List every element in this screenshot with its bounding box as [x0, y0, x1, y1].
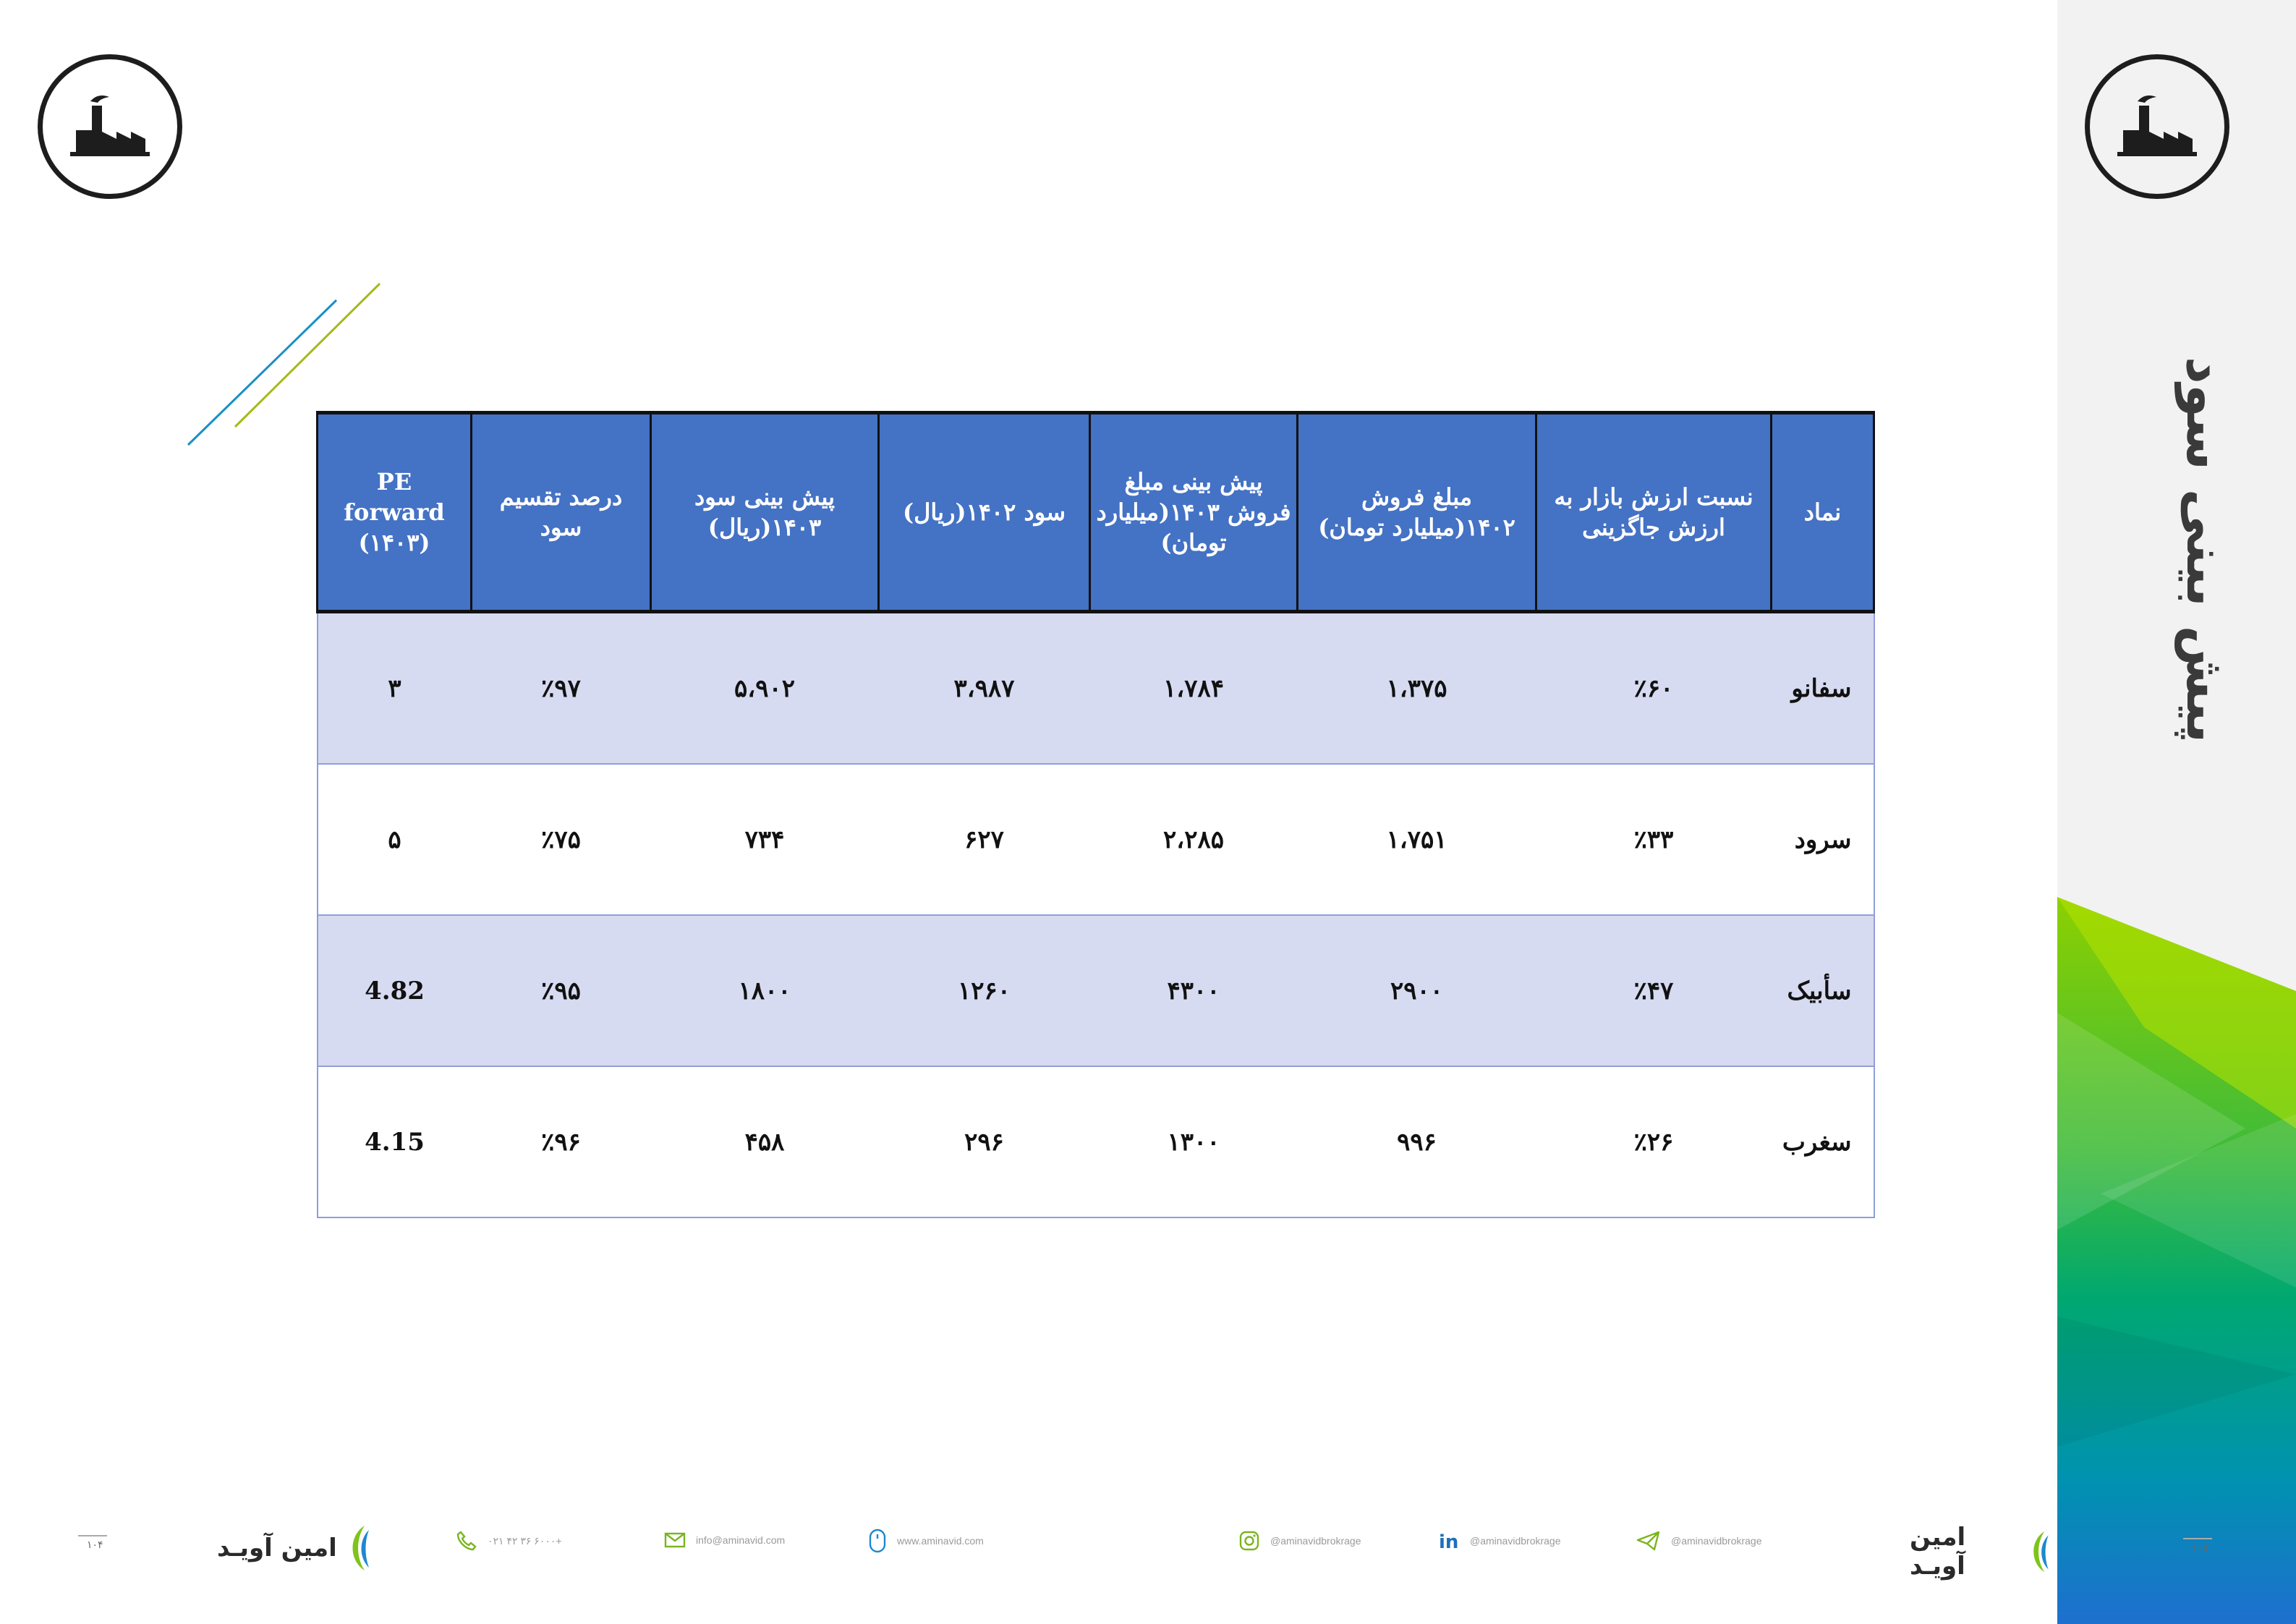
telegram-text: @aminavidbrokrage	[1671, 1535, 1762, 1547]
brand-icon	[2033, 1531, 2049, 1573]
cell-dividend: ٪۹۷	[471, 611, 651, 765]
brand-name-left: امین آویـد	[217, 1534, 337, 1563]
header-sales-1402: مبلغ فروش ۱۴۰۲(میلیارد تومان)	[1296, 411, 1537, 613]
cell-sales-1403: ۱۳۰۰	[1089, 1066, 1298, 1218]
sidebar-panel: پیش بینی سود	[2057, 0, 2296, 1624]
cell-profit-1402: ۲۹۶	[878, 1066, 1090, 1218]
email-contact[interactable]: info@aminavid.com	[664, 1530, 785, 1550]
brand-icon	[352, 1526, 369, 1570]
instagram-contact[interactable]: @aminavidbrokrage	[1238, 1530, 1361, 1552]
phone-text: ۰۲۱ ۴۲ ۳۶ ۶۰۰۰+	[488, 1534, 562, 1547]
cell-symbol: سغرب	[1771, 1066, 1875, 1218]
brand-name-right: امین آویـد	[1910, 1523, 1966, 1581]
cell-market-ratio: ٪۴۷	[1536, 915, 1772, 1067]
website-text: www.aminavid.com	[897, 1535, 984, 1547]
cell-profit-1403: ۵،۹۰۲	[650, 611, 879, 765]
header-profit-forecast-1403: پیش بینی سود ۱۴۰۳(ریال)	[650, 411, 880, 613]
instagram-icon	[1239, 1531, 1259, 1551]
decorative-lines	[187, 282, 381, 446]
header-symbol: نماد	[1770, 411, 1875, 613]
page-number-left: ۱۰۴	[78, 1535, 107, 1551]
cell-symbol: سأبیک	[1771, 915, 1875, 1067]
factory-icon	[2117, 95, 2197, 156]
cell-pe-forward: 4.15	[316, 1066, 472, 1218]
header-profit-1402: سود ۱۴۰۲(ریال)	[877, 411, 1091, 613]
telegram-contact[interactable]: @aminavidbrokrage	[1636, 1530, 1762, 1552]
cell-dividend: ٪۹۶	[471, 1066, 651, 1218]
telegram-icon	[1636, 1531, 1660, 1551]
cell-market-ratio: ٪۲۶	[1536, 1066, 1772, 1218]
sidebar-gradient-art	[2057, 897, 2296, 1624]
phone-contact[interactable]: ۰۲۱ ۴۲ ۳۶ ۶۰۰۰+	[456, 1530, 562, 1552]
instagram-text: @aminavidbrokrage	[1270, 1535, 1361, 1547]
factory-logo-right	[2085, 54, 2229, 199]
header-pe-forward: PE forward (۱۴۰۳)	[316, 411, 472, 613]
table-header-row: نماد نسبت ارزش بازار به ارزش جاگزینی مبل…	[316, 411, 1875, 613]
svg-text:in: in	[1439, 1531, 1458, 1552]
factory-logo-left	[38, 54, 182, 199]
factory-icon	[70, 95, 150, 156]
header-market-to-replacement: نسبت ارزش بازار به ارزش جاگزینی	[1535, 411, 1772, 613]
cell-sales-1402: ۱،۳۷۵	[1297, 611, 1536, 765]
cell-pe-forward: ۳	[316, 611, 472, 765]
cell-market-ratio: ٪۶۰	[1536, 611, 1772, 765]
mail-icon	[664, 1532, 686, 1548]
cell-profit-1403: ۷۳۴	[650, 764, 879, 916]
cell-profit-1403: ۱۸۰۰	[650, 915, 879, 1067]
cell-pe-forward: ۵	[316, 764, 472, 916]
table-row: سرود ٪۳۳ ۱،۷۵۱ ۲،۲۸۵ ۶۲۷ ۷۳۴ ٪۷۵ ۵	[316, 764, 1875, 916]
cell-sales-1403: ۱،۷۸۴	[1089, 611, 1298, 765]
linkedin-icon: in	[1439, 1531, 1458, 1552]
phone-icon	[456, 1531, 477, 1551]
table-row: سأبیک ٪۴۷ ۲۹۰۰ ۴۳۰۰ ۱۲۶۰ ۱۸۰۰ ٪۹۵ 4.82	[316, 915, 1875, 1067]
table-row: سغرب ٪۲۶ ۹۹۶ ۱۳۰۰ ۲۹۶ ۴۵۸ ٪۹۶ 4.15	[316, 1066, 1875, 1218]
cell-profit-1402: ۶۲۷	[878, 764, 1090, 916]
brand-logo-left: امین آویـد	[217, 1523, 379, 1573]
cell-sales-1403: ۲،۲۸۵	[1089, 764, 1298, 916]
cell-pe-forward: 4.82	[316, 915, 472, 1067]
cell-dividend: ٪۷۵	[471, 764, 651, 916]
page-number-right: ۱۰۵	[2183, 1538, 2212, 1554]
cell-symbol: سفانو	[1771, 611, 1875, 765]
brand-logo-right: امین آویـد	[1910, 1523, 2057, 1581]
cell-sales-1402: ۲۹۰۰	[1297, 915, 1536, 1067]
website-contact[interactable]: www.aminavid.com	[868, 1529, 984, 1553]
cell-sales-1403: ۴۳۰۰	[1089, 915, 1298, 1067]
email-text: info@aminavid.com	[696, 1534, 786, 1546]
header-dividend-percent: درصد تقسیم سود	[470, 411, 652, 613]
header-sales-forecast-1403: پیش بینی مبلغ فروش ۱۴۰۳(میلیارد تومان)	[1089, 411, 1298, 613]
table-row: سفانو ٪۶۰ ۱،۳۷۵ ۱،۷۸۴ ۳،۹۸۷ ۵،۹۰۲ ٪۹۷ ۳	[316, 611, 1875, 765]
linkedin-text: @aminavidbrokrage	[1470, 1535, 1561, 1547]
mouse-icon	[869, 1529, 886, 1553]
forecast-table: نماد نسبت ارزش بازار به ارزش جاگزینی مبل…	[316, 411, 1875, 1218]
footer: ۱۰۴ امین آویـد ۰۲۱ ۴۲ ۳۶ ۶۰۰۰+ info@amin…	[0, 1508, 2212, 1588]
cell-sales-1402: ۹۹۶	[1297, 1066, 1536, 1218]
cell-profit-1402: ۱۲۶۰	[878, 915, 1090, 1067]
cell-symbol: سرود	[1771, 764, 1875, 916]
cell-market-ratio: ٪۳۳	[1536, 764, 1772, 916]
linkedin-contact[interactable]: in @aminavidbrokrage	[1438, 1530, 1561, 1552]
page-title: پیش بینی سود	[2174, 356, 2237, 744]
cell-profit-1403: ۴۵۸	[650, 1066, 879, 1218]
cell-profit-1402: ۳،۹۸۷	[878, 611, 1090, 765]
cell-sales-1402: ۱،۷۵۱	[1297, 764, 1536, 916]
cell-dividend: ٪۹۵	[471, 915, 651, 1067]
